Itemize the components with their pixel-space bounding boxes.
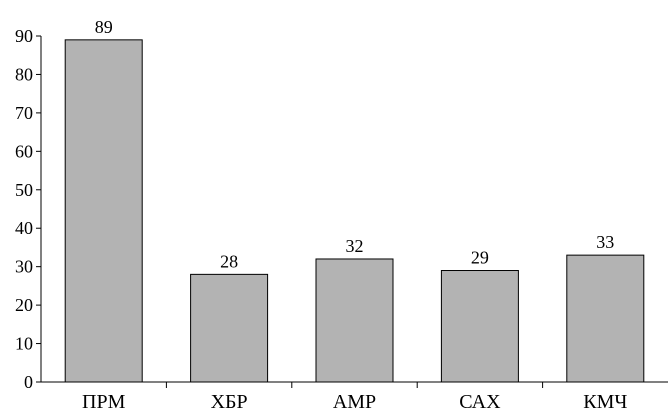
bars-layer — [64, 39, 645, 383]
data-label: 32 — [346, 236, 364, 256]
bar — [315, 258, 394, 383]
x-category-label: САХ — [459, 391, 501, 413]
y-tick-label: 90 — [15, 26, 33, 46]
y-tick-label: 20 — [15, 295, 33, 315]
labels-layer: 0 10 20 30 40 50 60 70 80 90 89 ПРМ 28 ХБР 32 АМР 29 САХ 3… — [15, 17, 627, 413]
x-category-label: КМЧ — [583, 391, 627, 413]
y-tick-label: 80 — [15, 64, 33, 84]
y-tick-label: 10 — [15, 334, 33, 354]
y-tick-label: 0 — [24, 372, 33, 392]
y-tick-label: 70 — [15, 103, 33, 123]
x-category-label: АМР — [333, 391, 376, 413]
bar — [440, 270, 519, 383]
data-label: 33 — [596, 232, 614, 252]
x-category-label: ПРМ — [82, 391, 126, 413]
x-category-label: ХБР — [211, 391, 248, 413]
axes-layer — [36, 35, 668, 388]
bar — [566, 254, 645, 383]
bar — [190, 273, 269, 383]
y-tick-label: 30 — [15, 257, 33, 277]
data-label: 29 — [471, 248, 489, 268]
data-label: 89 — [95, 17, 113, 37]
y-tick-label: 60 — [15, 141, 33, 161]
y-tick-label: 40 — [15, 218, 33, 238]
data-label: 28 — [220, 251, 238, 271]
y-tick-label: 50 — [15, 180, 33, 200]
bar — [64, 39, 143, 383]
